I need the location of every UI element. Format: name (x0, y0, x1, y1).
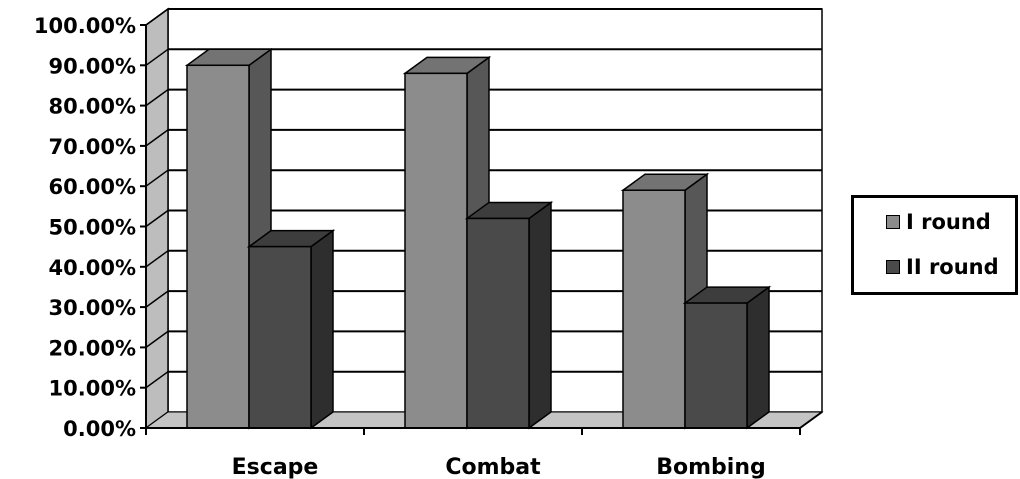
bars (184, 47, 772, 430)
legend-label-series-2: II round (906, 255, 999, 279)
y-tick-label: 70.00% (49, 135, 136, 159)
bar (684, 302, 748, 429)
y-tick-label: 30.00% (49, 296, 136, 320)
x-axis-depth (799, 411, 823, 429)
y-tick-label: 20.00% (49, 336, 136, 360)
y-tick-label: 10.00% (49, 377, 136, 401)
bar-side (528, 200, 552, 430)
bar-side (310, 229, 334, 430)
legend-item-series-1: I round (886, 210, 991, 234)
x-category-labels: Escape Combat Bombing (232, 455, 766, 479)
legend-swatch-series-1 (886, 215, 900, 229)
legend-label-series-1: I round (906, 210, 991, 234)
y-tick-label: 40.00% (49, 256, 136, 280)
gridline-side (145, 8, 169, 26)
legend-item-series-2: II round (886, 255, 999, 279)
bar (404, 72, 468, 429)
gridline-side (145, 371, 169, 389)
bar (248, 245, 312, 429)
gridline-side (145, 290, 169, 308)
y-tick-label: 0.00% (63, 417, 136, 441)
x-category-label: Combat (445, 455, 541, 479)
gridline-side (145, 48, 169, 66)
axes (140, 24, 823, 435)
legend-swatch-series-2 (886, 260, 900, 274)
gridline-side (145, 250, 169, 268)
bar (466, 217, 530, 429)
gridline-side (145, 209, 169, 228)
y-tick-label: 50.00% (49, 216, 136, 240)
y-tick-label: 60.00% (49, 175, 136, 199)
legend: I round II round (851, 195, 1018, 295)
bar-side (746, 285, 770, 430)
x-category-label: Escape (232, 455, 319, 479)
x-category-label: Bombing (656, 455, 766, 479)
y-tick-label: 90.00% (49, 54, 136, 78)
gridline-side (145, 330, 169, 349)
gridline-side (145, 169, 169, 187)
bar (186, 64, 250, 429)
y-tick-label: 80.00% (49, 95, 136, 119)
y-tick-labels: 0.00% 10.00% 20.00% 30.00% 40.00% 50.00% 60.00… (34, 14, 136, 441)
gridline-side (145, 88, 169, 107)
gridline-side (145, 129, 169, 147)
bar (622, 189, 686, 429)
y-tick-label: 100.00% (34, 14, 136, 38)
